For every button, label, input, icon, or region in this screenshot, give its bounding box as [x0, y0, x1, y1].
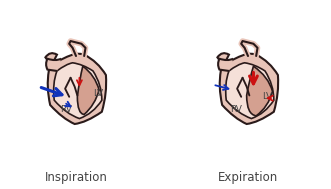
PathPatch shape — [226, 63, 274, 119]
PathPatch shape — [217, 53, 278, 124]
Text: Expiration: Expiration — [218, 171, 278, 184]
PathPatch shape — [247, 66, 272, 116]
PathPatch shape — [45, 53, 106, 124]
Text: RV: RV — [60, 105, 72, 114]
Text: LV: LV — [262, 92, 272, 101]
PathPatch shape — [218, 59, 233, 71]
Text: Inspiration: Inspiration — [45, 171, 108, 184]
PathPatch shape — [46, 59, 61, 71]
PathPatch shape — [77, 66, 99, 115]
Text: LV: LV — [93, 89, 103, 98]
PathPatch shape — [54, 63, 102, 119]
Text: RV: RV — [230, 105, 242, 114]
